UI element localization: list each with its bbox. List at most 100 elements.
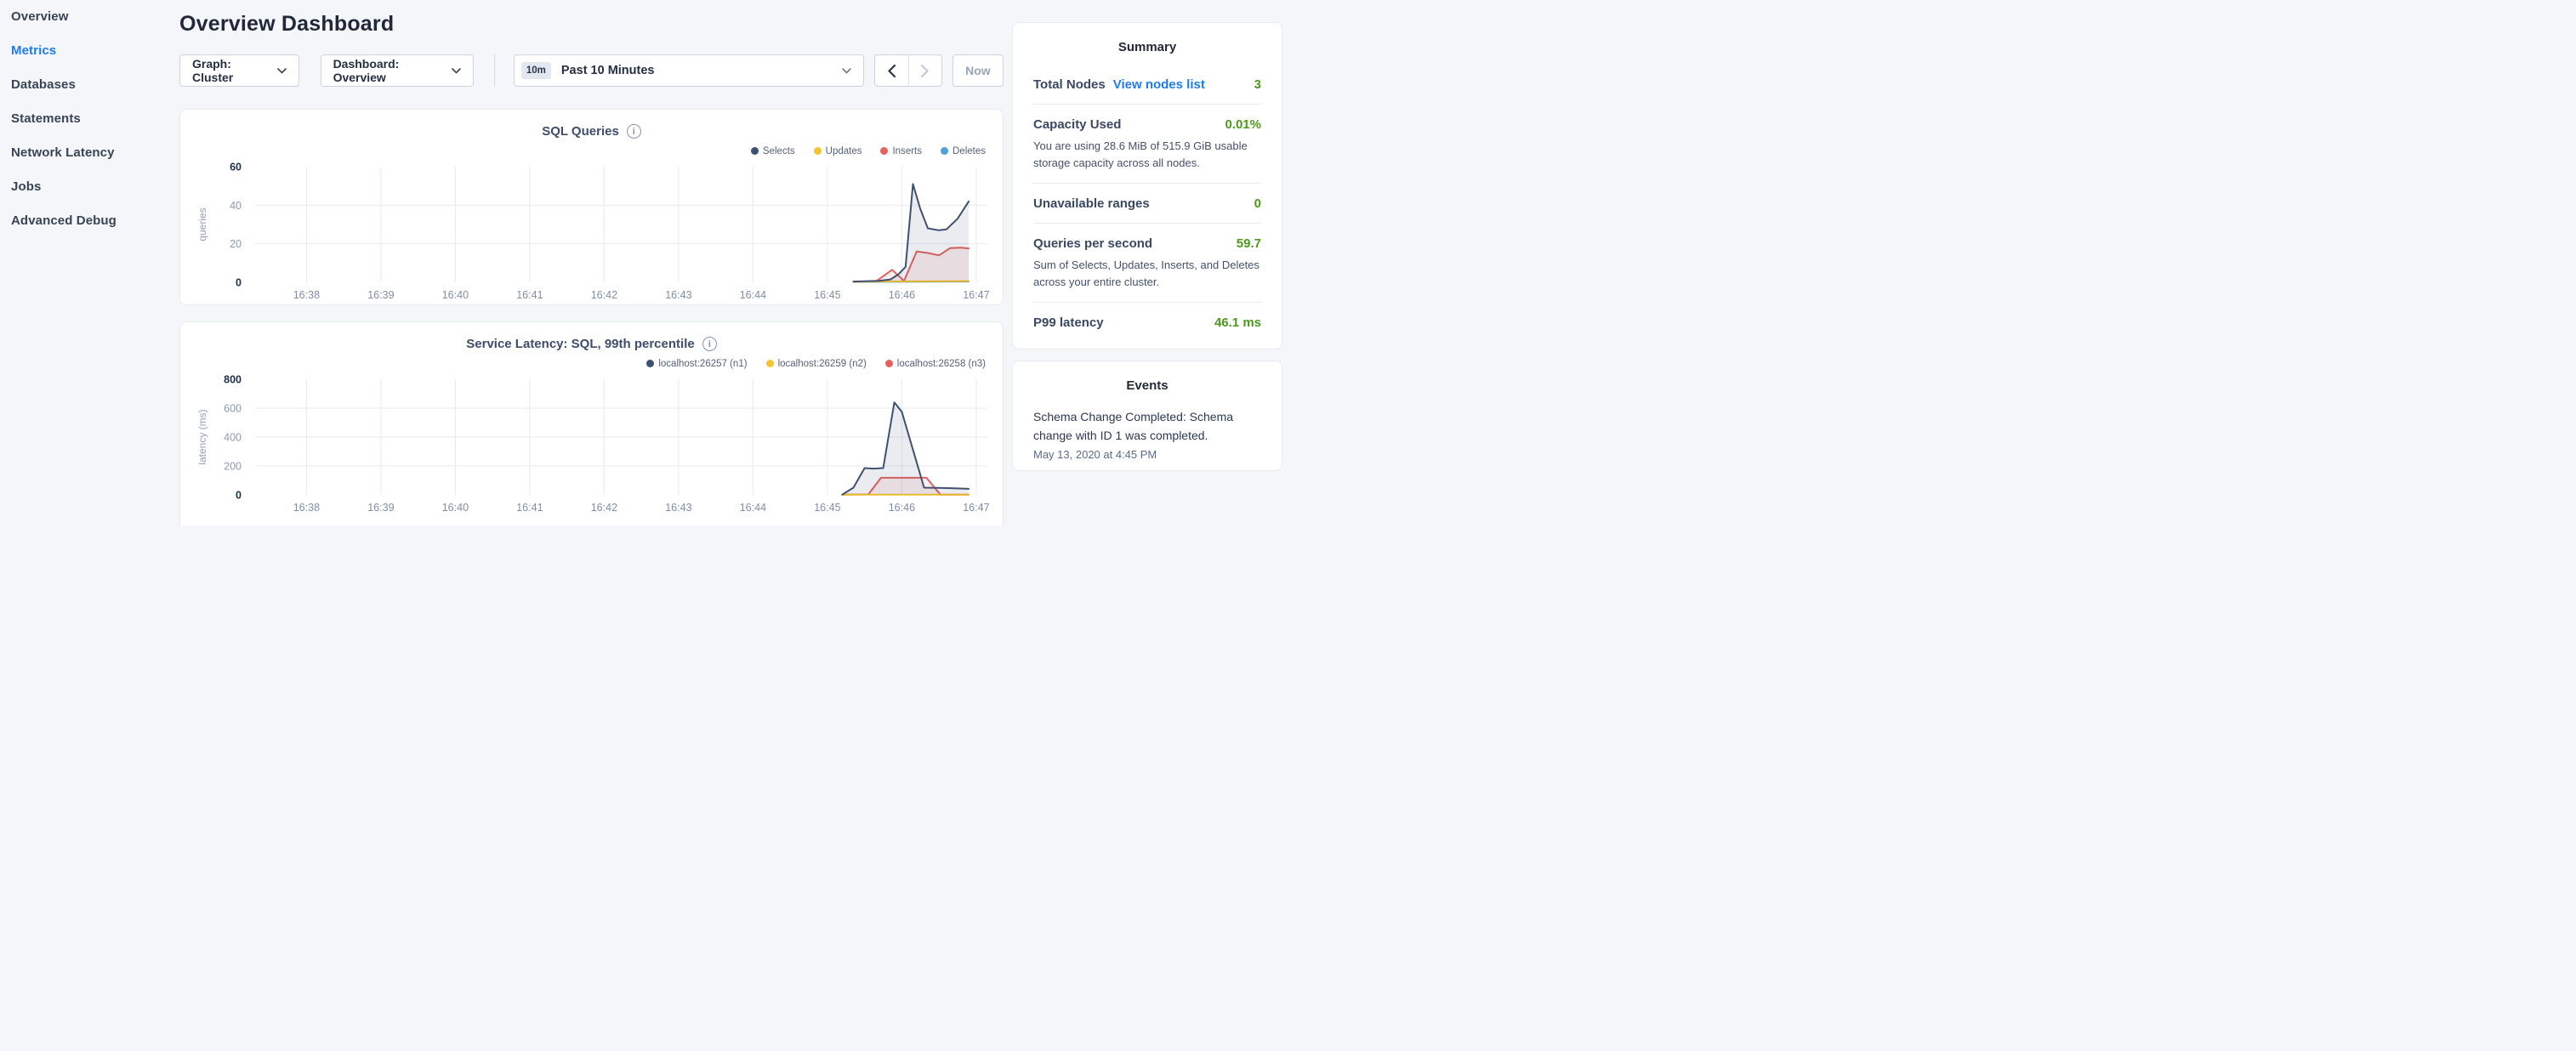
chart-legend: localhost:26257 (n1) localhost:26259 (n2)… (180, 357, 1003, 370)
chart-title: Service Latency: SQL, 99th percentile (466, 337, 694, 351)
event-timestamp: May 13, 2020 at 4:45 PM (1033, 448, 1261, 461)
summary-title: Summary (1033, 23, 1261, 54)
app-page: Overview Metrics Databases Statements Ne… (0, 0, 1288, 526)
svg-text:queries: queries (196, 207, 208, 241)
legend-label: Deletes (952, 146, 986, 156)
summary-label: Queries per second (1033, 236, 1152, 251)
summary-label: Total Nodes (1033, 77, 1106, 92)
graph-scope-label: Graph: Cluster (192, 57, 270, 84)
svg-text:16:45: 16:45 (814, 502, 840, 514)
summary-description: You are using 28.6 MiB of 515.9 GiB usab… (1033, 138, 1261, 171)
svg-text:16:40: 16:40 (442, 502, 469, 514)
svg-text:16:40: 16:40 (442, 289, 469, 301)
service-latency-chart[interactable]: 16:3816:3916:4016:4116:4216:4316:4416:45… (180, 372, 1003, 517)
legend-dot (751, 147, 759, 155)
summary-row-total-nodes: Total Nodes View nodes list 3 (1033, 65, 1261, 104)
sidebar-item-network-latency[interactable]: Network Latency (11, 146, 171, 160)
summary-row-queries-per-second: Queries per second 59.7 Sum of Selects, … (1033, 223, 1261, 302)
svg-text:16:44: 16:44 (740, 502, 766, 514)
legend-label: localhost:26259 (n2) (778, 359, 867, 369)
legend-item[interactable]: Deletes (941, 146, 986, 156)
summary-value: 0 (1254, 196, 1261, 211)
legend-item[interactable]: localhost:26259 (n2) (766, 359, 867, 369)
svg-text:16:41: 16:41 (516, 502, 543, 514)
svg-text:200: 200 (224, 461, 242, 473)
main-content: Overview Dashboard Graph: Cluster Dashbo… (179, 0, 1004, 526)
legend-item[interactable]: Inserts (880, 146, 922, 156)
svg-text:16:38: 16:38 (293, 289, 320, 301)
legend-dot (941, 147, 948, 155)
dashboard-dropdown[interactable]: Dashboard: Overview (321, 54, 474, 87)
svg-text:16:39: 16:39 (367, 289, 394, 301)
time-range-badge: 10m (521, 62, 551, 79)
legend-dot (885, 360, 893, 367)
summary-label: P99 latency (1033, 315, 1104, 330)
summary-row-p99-latency: P99 latency 46.1 ms (1033, 302, 1261, 342)
svg-text:latency (ms): latency (ms) (196, 409, 208, 464)
chart-title: SQL Queries (542, 124, 619, 139)
svg-text:600: 600 (224, 403, 242, 415)
sql-queries-chart[interactable]: 16:3816:3916:4016:4116:4216:4316:4416:45… (180, 160, 1003, 304)
info-icon[interactable]: i (702, 337, 717, 351)
svg-text:16:39: 16:39 (367, 502, 394, 514)
info-icon[interactable]: i (627, 124, 641, 139)
legend-dot (880, 147, 888, 155)
right-column: Summary Total Nodes View nodes list 3 Ca… (1012, 0, 1282, 526)
graph-scope-dropdown[interactable]: Graph: Cluster (179, 54, 299, 87)
svg-text:16:43: 16:43 (665, 289, 691, 301)
svg-text:16:44: 16:44 (740, 289, 766, 301)
legend-label: localhost:26257 (n1) (658, 359, 747, 369)
sidebar-item-databases[interactable]: Databases (11, 78, 171, 92)
chart-legend: Selects Updates Inserts Deletes (180, 145, 1003, 157)
legend-item[interactable]: localhost:26257 (n1) (646, 359, 747, 369)
sql-queries-chart-card: SQL Queries i Selects Updates Inserts Delet… (179, 109, 1004, 305)
time-step-back-button[interactable] (875, 55, 908, 86)
time-step-buttons (874, 54, 942, 87)
svg-text:16:42: 16:42 (591, 502, 617, 514)
summary-label: Capacity Used (1033, 117, 1121, 132)
time-step-forward-button[interactable] (908, 55, 941, 86)
svg-text:16:45: 16:45 (814, 289, 840, 301)
svg-text:16:42: 16:42 (591, 289, 617, 301)
summary-panel: Summary Total Nodes View nodes list 3 Ca… (1012, 22, 1282, 349)
svg-text:40: 40 (230, 200, 242, 212)
controls-divider (494, 54, 495, 87)
summary-description: Sum of Selects, Updates, Inserts, and De… (1033, 257, 1261, 290)
service-latency-chart-card: Service Latency: SQL, 99th percentile i … (179, 321, 1004, 526)
summary-row-capacity-used: Capacity Used 0.01% You are using 28.6 M… (1033, 104, 1261, 183)
time-range-dropdown[interactable]: 10m Past 10 Minutes (514, 54, 864, 87)
events-title: Events (1033, 361, 1261, 393)
summary-value: 0.01% (1225, 117, 1261, 132)
svg-text:16:46: 16:46 (889, 502, 915, 514)
sidebar-item-jobs[interactable]: Jobs (11, 180, 171, 194)
controls-bar: Graph: Cluster Dashboard: Overview 10m P… (179, 54, 1004, 87)
page-title: Overview Dashboard (179, 12, 1004, 37)
summary-label: Unavailable ranges (1033, 196, 1150, 211)
svg-text:0: 0 (236, 277, 242, 289)
legend-item[interactable]: Updates (814, 146, 862, 156)
legend-dot (646, 360, 654, 367)
svg-text:20: 20 (230, 238, 242, 250)
sidebar-item-metrics[interactable]: Metrics (11, 44, 171, 58)
chevron-left-icon (888, 65, 896, 77)
sidebar-nav: Overview Metrics Databases Statements Ne… (0, 0, 171, 526)
sidebar-item-overview[interactable]: Overview (11, 10, 171, 24)
event-message[interactable]: Schema Change Completed: Schema change w… (1033, 407, 1261, 446)
legend-label: Inserts (892, 146, 922, 156)
svg-text:400: 400 (224, 432, 242, 444)
legend-label: Updates (826, 146, 862, 156)
now-button[interactable]: Now (952, 54, 1004, 87)
legend-item[interactable]: localhost:26258 (n3) (885, 359, 986, 369)
legend-dot (766, 360, 774, 367)
sidebar-item-advanced-debug[interactable]: Advanced Debug (11, 214, 171, 228)
chevron-down-icon (277, 68, 287, 74)
summary-row-unavailable-ranges: Unavailable ranges 0 (1033, 183, 1261, 223)
svg-text:16:47: 16:47 (963, 502, 989, 514)
sidebar-item-statements[interactable]: Statements (11, 112, 171, 126)
svg-text:16:46: 16:46 (889, 289, 915, 301)
svg-text:16:47: 16:47 (963, 289, 989, 301)
legend-item[interactable]: Selects (751, 146, 795, 156)
view-nodes-list-link[interactable]: View nodes list (1113, 77, 1205, 92)
dashboard-dropdown-label: Dashboard: Overview (333, 57, 444, 84)
chevron-right-icon (921, 65, 929, 77)
